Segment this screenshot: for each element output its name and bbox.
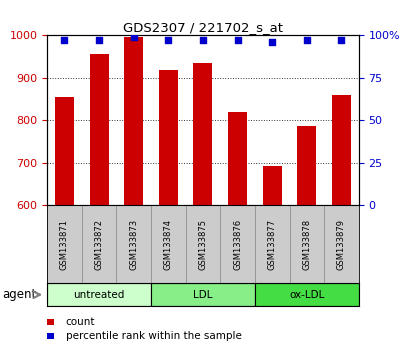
Bar [55, 97, 74, 205]
Bar [124, 37, 143, 205]
Point [268, 39, 275, 45]
Bar [47, 283, 151, 306]
Text: GSM133879: GSM133879 [336, 219, 345, 270]
Bar [158, 70, 178, 205]
Text: GSM133873: GSM133873 [129, 219, 138, 270]
Point [130, 34, 137, 40]
Bar [331, 95, 350, 205]
Point [303, 38, 309, 43]
Text: GSM133871: GSM133871 [60, 219, 69, 270]
Point [61, 38, 67, 43]
Text: GSM133877: GSM133877 [267, 219, 276, 270]
Text: GSM133876: GSM133876 [232, 219, 241, 270]
Text: agent: agent [2, 288, 36, 301]
Text: GSM133872: GSM133872 [94, 219, 103, 270]
Text: GSM133878: GSM133878 [301, 219, 310, 270]
Point [165, 38, 171, 43]
Bar [254, 283, 358, 306]
Text: percentile rank within the sample: percentile rank within the sample [65, 331, 241, 341]
Text: LDL: LDL [193, 290, 212, 300]
Bar [89, 54, 108, 205]
Bar [297, 126, 316, 205]
Text: untreated: untreated [73, 290, 124, 300]
Title: GDS2307 / 221702_s_at: GDS2307 / 221702_s_at [123, 21, 282, 34]
Text: ox-LDL: ox-LDL [288, 290, 324, 300]
Text: GSM133874: GSM133874 [164, 219, 173, 270]
Text: count: count [65, 317, 95, 327]
Bar [262, 166, 281, 205]
Bar [227, 112, 247, 205]
Point [234, 38, 240, 43]
Bar [193, 63, 212, 205]
Point [199, 38, 206, 43]
Point [337, 38, 344, 43]
Point [96, 38, 102, 43]
Text: GSM133875: GSM133875 [198, 219, 207, 270]
Bar [151, 283, 254, 306]
